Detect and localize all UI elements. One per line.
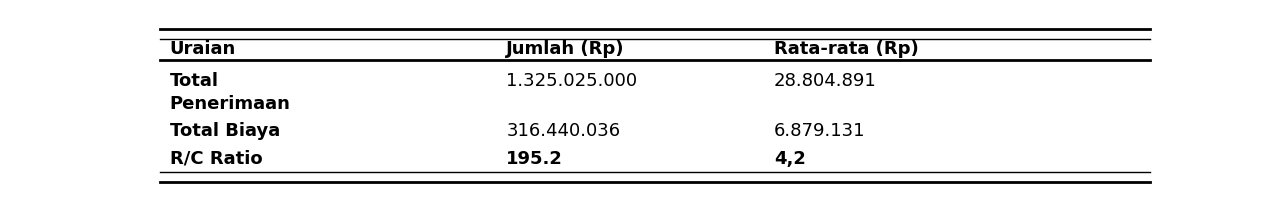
Text: R/C Ratio: R/C Ratio bbox=[170, 150, 262, 168]
Text: 195.2: 195.2 bbox=[506, 150, 564, 168]
Text: Penerimaan: Penerimaan bbox=[170, 95, 290, 113]
Text: Rata-rata (Rp): Rata-rata (Rp) bbox=[774, 40, 919, 58]
Text: 28.804.891: 28.804.891 bbox=[774, 72, 877, 90]
Text: 1.325.025.000: 1.325.025.000 bbox=[506, 72, 638, 90]
Text: 316.440.036: 316.440.036 bbox=[506, 122, 621, 140]
Text: 6.879.131: 6.879.131 bbox=[774, 122, 865, 140]
Text: Jumlah (Rp): Jumlah (Rp) bbox=[506, 40, 625, 58]
Text: Total Biaya: Total Biaya bbox=[170, 122, 280, 140]
Text: Uraian: Uraian bbox=[170, 40, 236, 58]
Text: Total: Total bbox=[170, 72, 219, 90]
Text: 4,2: 4,2 bbox=[774, 150, 805, 168]
